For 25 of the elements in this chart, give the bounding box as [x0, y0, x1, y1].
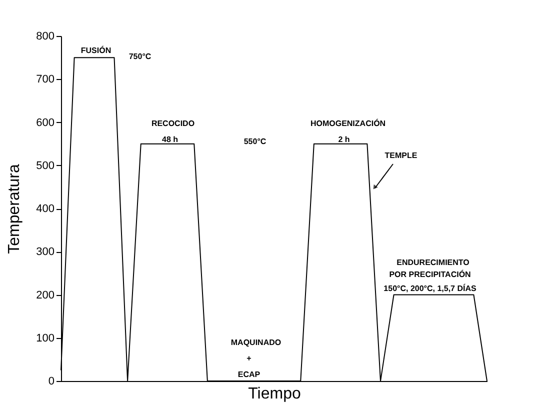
y-tick-label: 800	[36, 30, 54, 42]
annotation: RECOCIDO	[151, 119, 195, 128]
y-tick-label: 200	[36, 289, 54, 302]
annotation: FUSIÓN	[80, 45, 112, 55]
annotation: POR PRECIPITACIÓN	[389, 269, 472, 279]
y-tick-label: 500	[36, 160, 54, 172]
y-tick-label: 300	[36, 246, 54, 258]
annotation: 750°C	[128, 52, 152, 61]
annotation: HOMOGENIZACIÓN	[310, 118, 386, 128]
y-tick-label: 700	[36, 74, 54, 86]
annotation: 2 h	[338, 135, 350, 144]
annotation: 150°C, 200°C, 1,5,7 DÍAS	[384, 283, 477, 293]
annotation: TEMPLE	[384, 151, 418, 160]
y-tick-label: 400	[36, 203, 54, 215]
y-tick-label: 100	[36, 332, 54, 344]
y-tick-label: 600	[36, 116, 54, 129]
x-axis-title: Tiempo	[248, 386, 301, 402]
annotation: ENDURECIMIENTO	[396, 258, 470, 267]
annotation: ECAP	[238, 370, 261, 379]
annotation: +	[246, 354, 252, 363]
annotation: MAQUINADO	[230, 338, 282, 347]
annotation: 48 h	[162, 135, 178, 144]
y-axis-title: Temperatura	[6, 164, 24, 254]
annotation: 550°C	[244, 137, 266, 146]
y-tick-label: 0	[48, 376, 54, 388]
